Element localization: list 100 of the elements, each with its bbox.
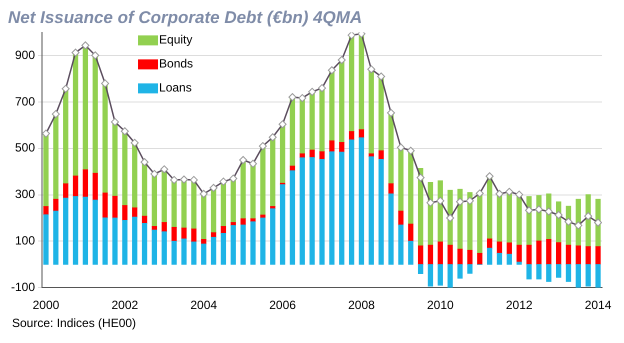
legend-label: Loans xyxy=(159,80,192,95)
bar xyxy=(92,172,98,200)
bar xyxy=(467,250,473,265)
bar xyxy=(448,244,453,265)
bar xyxy=(477,193,482,254)
bar xyxy=(112,218,118,265)
bar xyxy=(250,221,256,265)
bar xyxy=(53,210,58,265)
bar xyxy=(300,157,305,265)
bar xyxy=(358,137,364,265)
bar xyxy=(467,264,473,274)
bar xyxy=(358,33,364,130)
bar xyxy=(595,246,601,265)
bar xyxy=(240,224,246,265)
bar xyxy=(260,146,266,216)
bar xyxy=(132,207,138,218)
bar xyxy=(546,239,552,265)
bar xyxy=(201,244,206,265)
bar xyxy=(280,184,286,265)
bar xyxy=(428,244,434,265)
x-tick-label: 2014 xyxy=(584,298,612,312)
bar xyxy=(92,200,98,265)
bar xyxy=(448,264,453,288)
bar xyxy=(191,180,196,230)
bar xyxy=(438,242,443,265)
bar xyxy=(300,98,305,154)
bar xyxy=(63,88,68,184)
bar xyxy=(566,244,572,265)
x-tick-label: 2002 xyxy=(111,298,138,312)
bar xyxy=(152,230,158,265)
bar xyxy=(368,156,374,265)
y-tick-label: 900 xyxy=(14,48,36,62)
bar xyxy=(516,244,522,262)
bar xyxy=(210,236,216,265)
x-tick-label: 2000 xyxy=(32,298,60,312)
bar xyxy=(122,205,128,221)
bar xyxy=(477,252,482,265)
bar xyxy=(536,264,542,280)
bar xyxy=(378,158,384,265)
bar xyxy=(339,152,344,265)
bar xyxy=(102,192,108,218)
bar xyxy=(270,136,276,207)
bar xyxy=(230,225,236,265)
bar xyxy=(408,150,414,224)
bar xyxy=(388,194,394,265)
bar xyxy=(230,178,236,223)
bar xyxy=(171,180,177,228)
bar xyxy=(329,70,334,142)
chart-title: Net Issuance of Corporate Debt (€bn) 4QMA xyxy=(8,8,362,27)
x-tick-label: 2006 xyxy=(269,298,296,312)
legend-label: Bonds xyxy=(159,56,194,71)
bar xyxy=(300,153,305,158)
bar xyxy=(191,228,196,242)
bar xyxy=(201,194,206,240)
bar xyxy=(506,242,512,255)
legend-label: Equity xyxy=(159,32,192,47)
bar xyxy=(310,150,315,158)
bar xyxy=(43,133,49,207)
bar xyxy=(122,130,128,206)
bar xyxy=(576,264,581,288)
bar xyxy=(348,34,354,132)
bar xyxy=(162,231,167,265)
bar xyxy=(329,140,334,152)
bar xyxy=(408,224,414,242)
bar xyxy=(368,68,374,154)
x-tick-label: 2008 xyxy=(348,298,376,312)
bar xyxy=(63,183,68,198)
bar xyxy=(506,254,512,265)
bar xyxy=(181,228,187,240)
bar xyxy=(290,170,296,265)
bar xyxy=(536,240,542,265)
bar xyxy=(506,191,512,244)
bar xyxy=(132,216,138,265)
bar xyxy=(102,217,108,265)
bar xyxy=(418,246,424,265)
bar xyxy=(418,264,424,274)
y-tick-label: 100 xyxy=(14,234,36,248)
bar xyxy=(72,176,78,197)
bar xyxy=(339,142,344,152)
bar xyxy=(526,264,532,280)
bar xyxy=(72,196,78,265)
bar xyxy=(142,223,148,265)
bar xyxy=(486,238,492,248)
bar xyxy=(496,242,502,254)
bar xyxy=(162,168,167,223)
bar xyxy=(526,244,532,265)
bar xyxy=(53,198,58,212)
bar xyxy=(171,226,177,242)
bar xyxy=(516,194,522,246)
bar xyxy=(260,218,266,265)
bar xyxy=(112,196,118,218)
bar xyxy=(191,242,196,265)
y-tick-label: -100 xyxy=(10,280,36,294)
y-tick-label: 700 xyxy=(14,94,36,108)
bar xyxy=(181,238,187,265)
bar xyxy=(122,220,128,265)
bar xyxy=(595,264,601,288)
bar xyxy=(398,147,404,212)
bar xyxy=(339,60,344,143)
bar xyxy=(486,248,492,265)
